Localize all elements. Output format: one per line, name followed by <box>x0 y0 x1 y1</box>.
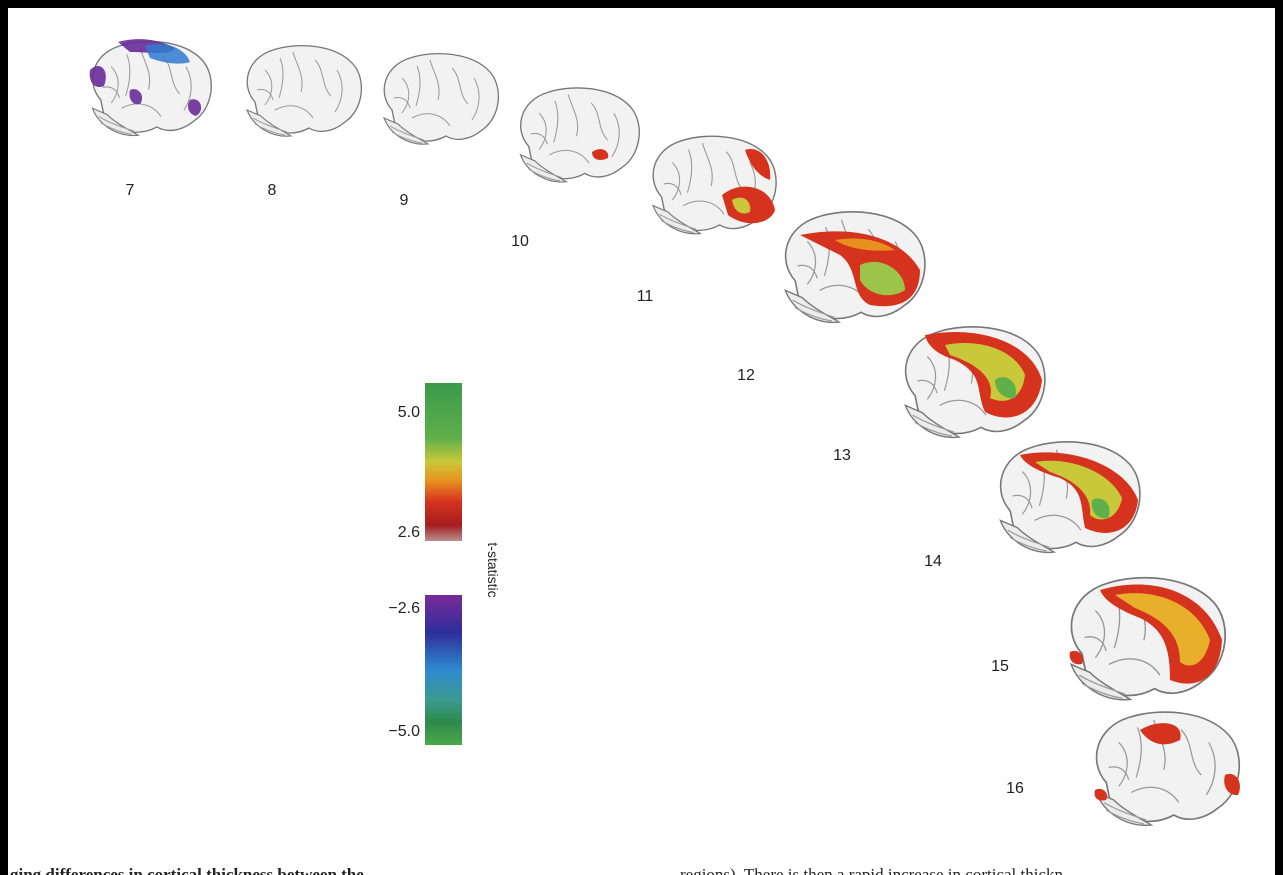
body-text: regions). There is then a rapid increase… <box>680 865 1063 875</box>
colorbar-title: t-statistic <box>485 542 501 597</box>
age-label: 16 <box>1006 780 1024 797</box>
colorbar-label: 2.6 <box>398 524 420 541</box>
brain <box>384 54 498 145</box>
age-label: 9 <box>400 192 409 209</box>
figure-background <box>8 8 1275 875</box>
colorbar-negative <box>425 595 462 745</box>
age-label: 7 <box>126 182 135 199</box>
brain <box>247 46 361 137</box>
brain <box>520 88 639 182</box>
age-label: 11 <box>637 288 654 305</box>
colorbar-label: −5.0 <box>388 723 420 740</box>
colorbar-positive <box>425 383 462 541</box>
age-label: 13 <box>833 447 851 464</box>
age-label: 14 <box>924 553 942 570</box>
age-label: 8 <box>268 182 277 199</box>
colorbar-label: −2.6 <box>388 600 420 617</box>
page: 7 8 9 10 11 12 13 14 15 16 5.0 2.6 −2.6 … <box>0 0 1283 875</box>
colorbar-label: 5.0 <box>398 404 420 421</box>
age-label: 15 <box>991 658 1009 675</box>
age-label: 10 <box>511 233 529 250</box>
body-text: ging differences in cortical thickness b… <box>10 865 364 875</box>
age-label: 12 <box>737 367 755 384</box>
figure: 7 8 9 10 11 12 13 14 15 16 5.0 2.6 −2.6 … <box>0 0 1283 875</box>
